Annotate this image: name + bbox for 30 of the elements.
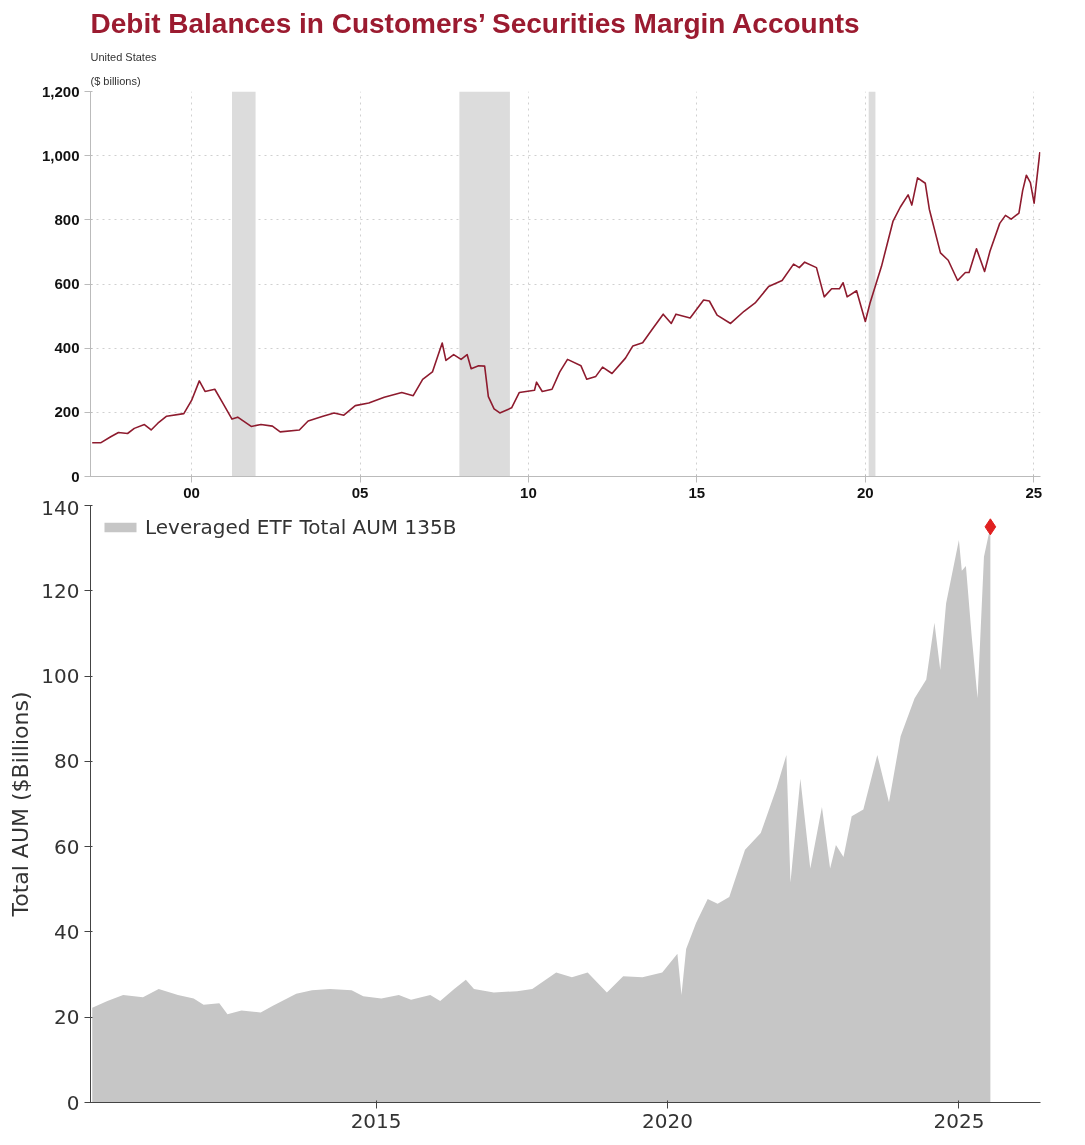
y-tick-label: 0 [66, 1090, 80, 1115]
y-axis-title: ($ billions) [90, 74, 141, 87]
y-tick-label: 100 [41, 664, 80, 689]
x-tick-label: 2015 [350, 1108, 402, 1133]
chart-title: Debit Balances in Customers’ Securities Margin Accounts [90, 7, 860, 39]
y-tick-label: 1,000 [41, 146, 80, 164]
x-tick-label: 00 [183, 483, 200, 501]
y-tick-label: 1,200 [41, 82, 80, 100]
x-tick-label: 25 [1025, 483, 1043, 501]
y-tick-label: 80 [54, 749, 80, 774]
y-tick-label: 0 [71, 467, 80, 485]
y-tick-label: 20 [54, 1005, 80, 1030]
y-tick-label: 200 [54, 403, 80, 421]
y-tick-label: 120 [41, 578, 80, 603]
y-axis-title: Total AUM ($Billions) [8, 691, 34, 918]
x-tick-label: 2020 [642, 1108, 693, 1133]
x-tick-label: 2025 [933, 1108, 985, 1133]
x-tick-label: 20 [856, 483, 874, 501]
y-tick-label: 800 [54, 210, 80, 228]
x-tick-label: 10 [520, 483, 537, 501]
x-tick-label: 15 [688, 483, 706, 501]
legend-label: Leveraged ETF Total AUM 135B [145, 515, 457, 539]
y-tick-label: 60 [54, 834, 80, 859]
y-tick-label: 400 [54, 339, 80, 357]
y-tick-label: 600 [54, 275, 80, 292]
line-series [91, 151, 1041, 444]
x-tick-label: 05 [351, 483, 369, 501]
y-tick-label: 140 [41, 495, 80, 520]
y-tick-label: 40 [54, 919, 80, 944]
chart-subtitle: United States [90, 50, 158, 63]
